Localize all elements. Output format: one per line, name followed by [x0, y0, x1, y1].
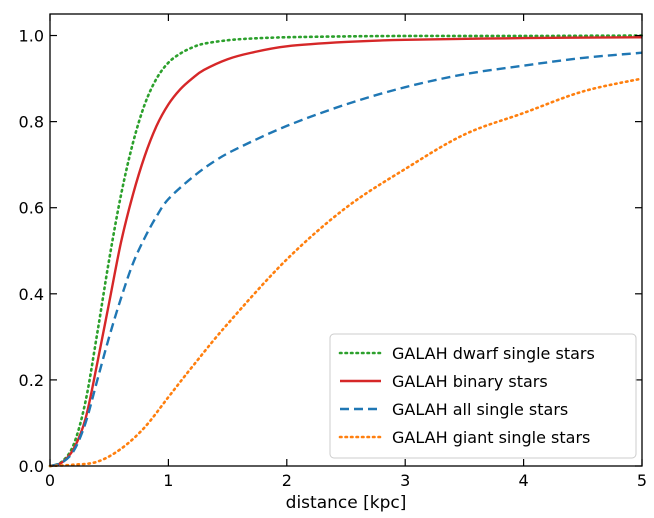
axis-ticks: 0 1 2 3 4 5 0.0 0.2 0.4 0.6 0.8 1.0	[19, 14, 647, 490]
y-tick-label-4: 0.8	[19, 113, 44, 132]
x-tick-label-5: 5	[637, 471, 647, 490]
x-tick-label-4: 4	[519, 471, 529, 490]
series-line-2	[49, 51, 643, 468]
legend-box	[329, 333, 637, 459]
y-tick-label-0: 0.0	[19, 457, 44, 476]
y-tick-label-3: 0.6	[19, 199, 44, 218]
y-tick-label-1: 0.2	[19, 371, 44, 390]
y-tick-label-5: 1.0	[19, 27, 44, 46]
x-tick-label-3: 3	[400, 471, 410, 490]
legend-label-3: GALAH giant single stars	[392, 428, 590, 447]
series-lines	[48, 34, 644, 468]
y-tick-label-2: 0.4	[19, 285, 44, 304]
legend-label-0: GALAH dwarf single stars	[392, 344, 595, 363]
legend-items: GALAH dwarf single stars GALAH binary sta…	[338, 344, 595, 447]
legend-label-2: GALAH all single stars	[392, 400, 568, 419]
x-tick-label-2: 2	[282, 471, 292, 490]
x-tick-label-0: 0	[45, 471, 55, 490]
series-line-0	[48, 34, 644, 468]
series-line-3	[48, 77, 644, 468]
legend-label-1: GALAH binary stars	[392, 372, 548, 391]
legend: GALAH dwarf single stars GALAH binary sta…	[329, 333, 637, 459]
x-axis-label: distance [kpc]	[286, 493, 407, 513]
series-line-1	[49, 36, 643, 468]
x-tick-label-1: 1	[163, 471, 173, 490]
plot-frame	[49, 13, 643, 467]
